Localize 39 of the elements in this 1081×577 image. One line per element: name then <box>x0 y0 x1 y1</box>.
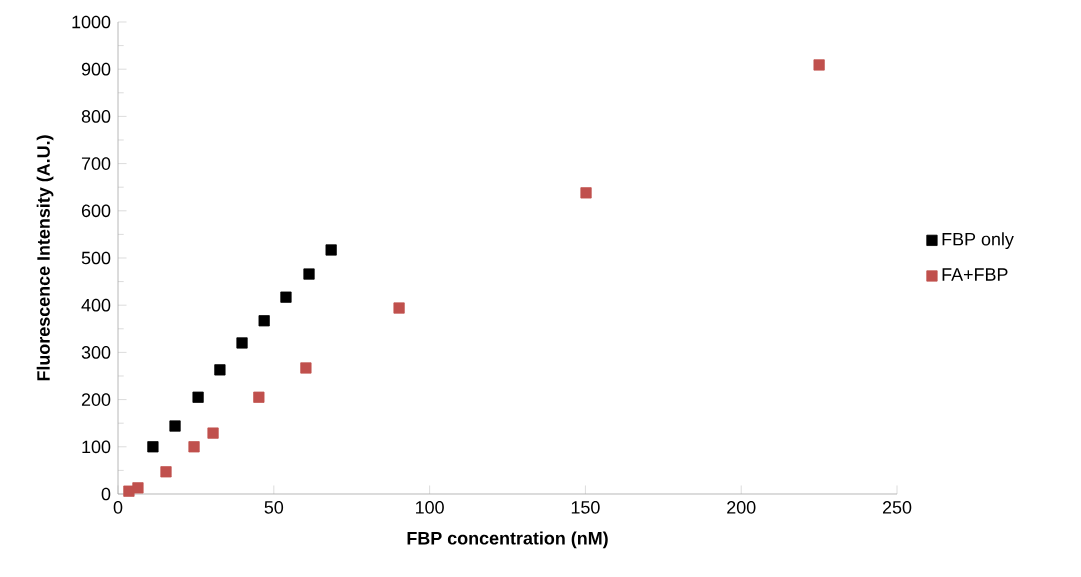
y-axis-title: Fluorescence Intensity (A.U.) <box>36 135 54 381</box>
point <box>325 244 337 256</box>
y-tick-label: 400 <box>81 298 111 312</box>
legend-label: FBP only <box>942 232 1014 250</box>
y-tick-label: 100 <box>82 440 111 454</box>
y-tick-label: 0 <box>101 487 111 501</box>
y-tick-label: 900 <box>81 62 111 76</box>
legend-label: FA+FBP <box>942 268 1008 281</box>
y-tick-label: 300 <box>81 346 111 359</box>
point <box>393 302 405 314</box>
point <box>580 187 592 199</box>
point <box>160 466 172 478</box>
point <box>236 337 248 349</box>
y-tick-label: 500 <box>81 251 111 265</box>
point <box>192 391 204 403</box>
point <box>300 362 312 374</box>
y-tick-label: 700 <box>81 157 111 170</box>
point <box>169 420 181 432</box>
point <box>214 364 226 376</box>
point <box>253 391 265 403</box>
point <box>132 482 144 494</box>
point <box>813 59 825 71</box>
x-tick-label: 100 <box>416 501 444 514</box>
point <box>147 441 159 453</box>
y-tick-label: 200 <box>81 393 111 406</box>
x-tick-label: 150 <box>571 501 600 514</box>
x-tick-label: 250 <box>882 501 912 514</box>
x-tick-label: 50 <box>264 501 284 514</box>
x-tick-label: 200 <box>727 501 756 514</box>
y-tick-label: 600 <box>81 204 111 218</box>
x-axis-title: FBP concentration (nM) <box>407 531 608 549</box>
point <box>207 427 219 439</box>
point <box>303 268 315 280</box>
y-tick-label: 1000 <box>72 15 111 29</box>
point <box>188 441 200 453</box>
point <box>258 315 270 327</box>
y-tick-label: 800 <box>81 110 111 123</box>
point <box>280 291 292 303</box>
x-tick-label: 0 <box>113 501 123 514</box>
